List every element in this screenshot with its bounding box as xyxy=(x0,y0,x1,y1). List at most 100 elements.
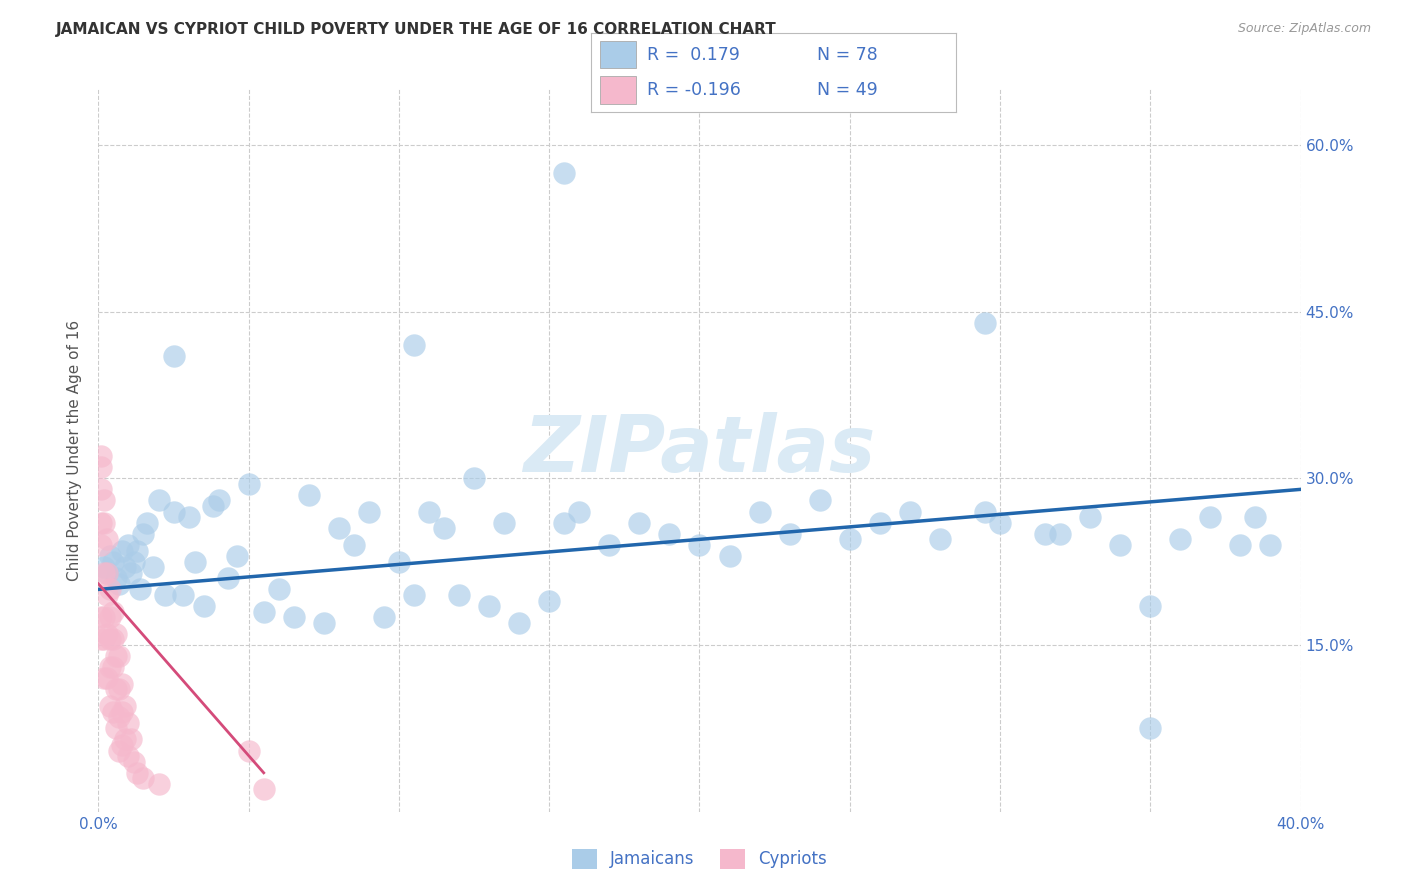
Point xyxy=(1139,722,1161,736)
Point xyxy=(111,543,134,558)
Point xyxy=(105,682,128,697)
Point xyxy=(1033,526,1056,541)
Point xyxy=(1049,526,1071,541)
Point xyxy=(508,615,530,630)
Point xyxy=(779,526,801,541)
Text: N = 49: N = 49 xyxy=(817,81,877,99)
Point xyxy=(208,493,231,508)
Point xyxy=(193,599,215,613)
Point xyxy=(103,660,125,674)
Point xyxy=(127,543,149,558)
Point xyxy=(127,765,149,780)
Point xyxy=(96,566,118,580)
Point xyxy=(117,715,139,730)
Point xyxy=(111,738,134,752)
Point xyxy=(121,566,143,580)
Point xyxy=(658,526,681,541)
Point xyxy=(267,582,290,597)
Point xyxy=(105,627,128,641)
Y-axis label: Child Poverty Under the Age of 16: Child Poverty Under the Age of 16 xyxy=(67,320,83,581)
Point xyxy=(628,516,651,530)
Point xyxy=(177,510,200,524)
Point xyxy=(129,582,152,597)
Point xyxy=(201,499,224,513)
Point xyxy=(718,549,741,563)
Point xyxy=(90,538,112,552)
Point xyxy=(538,593,561,607)
Point xyxy=(433,521,456,535)
Point xyxy=(388,555,411,569)
Point xyxy=(153,588,176,602)
Point xyxy=(748,505,770,519)
Point xyxy=(103,632,125,647)
Point xyxy=(253,782,276,797)
Point xyxy=(869,516,891,530)
Point xyxy=(93,560,115,574)
Point xyxy=(253,605,276,619)
Point xyxy=(135,516,157,530)
Point xyxy=(1244,510,1267,524)
Point xyxy=(105,571,128,585)
Text: N = 78: N = 78 xyxy=(817,45,877,63)
Point xyxy=(96,533,118,547)
Point xyxy=(1199,510,1222,524)
Legend: Jamaicans, Cypriots: Jamaicans, Cypriots xyxy=(565,842,834,876)
Point xyxy=(418,505,440,519)
Point xyxy=(238,743,260,757)
Point xyxy=(357,505,380,519)
Point xyxy=(93,610,115,624)
Point xyxy=(494,516,516,530)
Point xyxy=(974,316,997,330)
Point xyxy=(124,555,146,569)
Point xyxy=(96,671,118,685)
Point xyxy=(162,505,184,519)
Point xyxy=(90,483,112,497)
Point xyxy=(93,671,115,685)
Point xyxy=(598,538,620,552)
Text: R = -0.196: R = -0.196 xyxy=(647,81,741,99)
Point xyxy=(1260,538,1282,552)
Point xyxy=(1170,533,1192,547)
Point xyxy=(402,338,425,352)
Point xyxy=(90,632,112,647)
Point xyxy=(93,493,115,508)
Point xyxy=(447,588,470,602)
Point xyxy=(108,743,131,757)
Point xyxy=(100,582,122,597)
Text: ZIPatlas: ZIPatlas xyxy=(523,412,876,489)
Point xyxy=(132,772,155,786)
Point xyxy=(1078,510,1101,524)
Point xyxy=(1229,538,1251,552)
Text: R =  0.179: R = 0.179 xyxy=(647,45,740,63)
Point xyxy=(111,677,134,691)
Point xyxy=(96,588,118,602)
Point xyxy=(162,349,184,363)
Point xyxy=(103,705,125,719)
Point xyxy=(283,610,305,624)
Point xyxy=(90,610,112,624)
Point xyxy=(103,605,125,619)
Point xyxy=(988,516,1011,530)
Point xyxy=(105,649,128,664)
Point xyxy=(1109,538,1132,552)
Point xyxy=(808,493,831,508)
Point xyxy=(111,705,134,719)
Point xyxy=(108,710,131,724)
Point xyxy=(172,588,194,602)
Point xyxy=(108,649,131,664)
Text: JAMAICAN VS CYPRIOT CHILD POVERTY UNDER THE AGE OF 16 CORRELATION CHART: JAMAICAN VS CYPRIOT CHILD POVERTY UNDER … xyxy=(56,22,778,37)
Point xyxy=(93,566,115,580)
Point xyxy=(298,488,321,502)
Point xyxy=(100,632,122,647)
Point xyxy=(898,505,921,519)
Point xyxy=(96,627,118,641)
Point xyxy=(343,538,366,552)
Point xyxy=(373,610,395,624)
Point xyxy=(402,588,425,602)
Point xyxy=(148,777,170,791)
Point xyxy=(568,505,591,519)
Point xyxy=(689,538,711,552)
Point xyxy=(929,533,952,547)
Point xyxy=(463,471,485,485)
Point xyxy=(93,516,115,530)
